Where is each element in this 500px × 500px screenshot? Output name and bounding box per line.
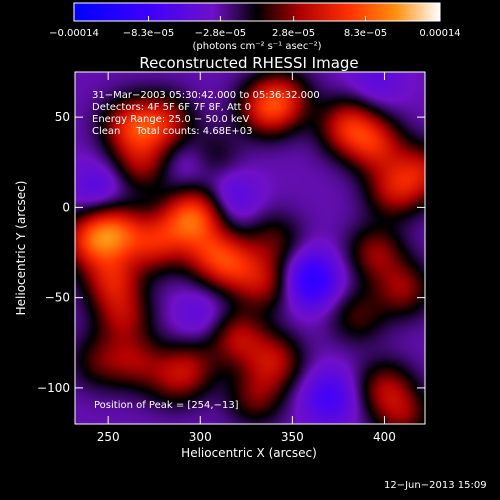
- colorbar-tick-label: −8.3e−05: [123, 28, 175, 39]
- colorbar-tick-label: 2.8e−05: [272, 28, 315, 39]
- colorbar-tick-label: 8.3e−05: [344, 28, 387, 39]
- chart-title: Reconstructed RHESSI Image: [139, 54, 358, 72]
- annotation-detectors: Detectors: 4F 5F 6F 7F 8F, Att 0: [92, 102, 251, 113]
- y-tick-label: −100: [37, 381, 70, 395]
- x-tick-label: 400: [373, 430, 396, 444]
- colorbar-tick-label: 0.00014: [419, 28, 460, 39]
- y-tick-label: 50: [55, 110, 70, 124]
- annotation-time: 31−Mar−2003 05:30:42.000 to 05:36:32.000: [92, 90, 320, 101]
- colorbar-ticks: −0.00014 −8.3e−05 −2.8e−05 2.8e−05 8.3e−05 0.…: [49, 16, 461, 39]
- x-axis-label: Heliocentric X (arcsec): [181, 446, 317, 460]
- annotation-counts: Clean Total counts: 4.68E+03: [92, 126, 252, 137]
- peak-position-label: Position of Peak = [254,−13]: [94, 400, 239, 411]
- y-tick-label: 0: [62, 200, 70, 214]
- y-axis-label: Heliocentric Y (arcsec): [14, 181, 28, 316]
- colorbar-unit: (photons cm⁻² s⁻¹ asec⁻²): [192, 41, 321, 52]
- colorbar-tick-label: −0.00014: [49, 28, 99, 39]
- colorbar-gradient: [73, 2, 441, 22]
- footer-date: 12−Jun−2013 15:09: [384, 480, 487, 491]
- colorbar-tick-label: −2.8e−05: [195, 28, 247, 39]
- y-tick-label: −50: [45, 291, 70, 305]
- colorbar: −0.00014 −8.3e−05 −2.8e−05 2.8e−05 8.3e−05 0.…: [49, 2, 461, 52]
- axis-ticks: 250 300 350 400 50 0 −50 −100: [37, 72, 425, 444]
- x-tick-label: 350: [281, 430, 304, 444]
- x-tick-label: 300: [189, 430, 212, 444]
- heatmap-image: [75, 72, 425, 424]
- x-tick-label: 250: [97, 430, 120, 444]
- plot-frame: [74, 71, 426, 425]
- annotation-energy: Energy Range: 25.0 − 50.0 keV: [92, 114, 249, 125]
- annotation-block: 31−Mar−2003 05:30:42.000 to 05:36:32.000…: [92, 90, 320, 137]
